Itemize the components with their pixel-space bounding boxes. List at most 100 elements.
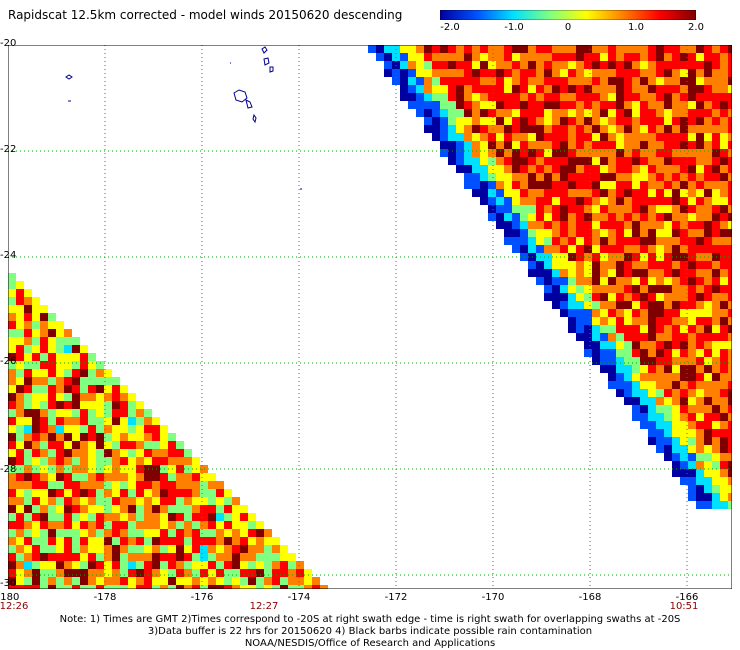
swath-cell	[448, 77, 456, 85]
swath-cell	[48, 441, 56, 449]
swath-cell	[568, 117, 576, 125]
swath-cell	[720, 125, 728, 133]
swath-cell	[72, 409, 80, 417]
swath-cell	[664, 445, 672, 453]
swath-cell	[560, 197, 568, 205]
swath-cell	[576, 69, 584, 77]
swath-cell	[728, 261, 732, 269]
swath-cell	[24, 297, 32, 305]
swath-cell	[640, 285, 648, 293]
swath-cell	[664, 349, 672, 357]
swath-cell	[96, 385, 104, 393]
lon-label: -174	[287, 592, 311, 603]
swath-cell	[520, 165, 528, 173]
swath-cell	[128, 457, 136, 465]
swath-cell	[80, 385, 88, 393]
swath-cell	[488, 125, 496, 133]
swath-cell	[72, 545, 80, 553]
swath-cell	[496, 213, 504, 221]
swath-cell	[704, 493, 712, 501]
swath-cell	[552, 205, 560, 213]
swath-cell	[640, 413, 648, 421]
swath-cell	[624, 109, 632, 117]
swath-cell	[624, 325, 632, 333]
swath-cell	[672, 309, 680, 317]
swath-cell	[640, 101, 648, 109]
swath-cell	[616, 45, 624, 53]
swath-cell	[592, 53, 600, 61]
swath-cell	[512, 165, 520, 173]
swath-cell	[176, 545, 184, 553]
swath-cell	[240, 545, 248, 553]
swath-cell	[584, 165, 592, 173]
swath-cell	[32, 401, 40, 409]
swath-cell	[728, 389, 732, 397]
swath-cell	[696, 149, 704, 157]
swath-cell	[48, 513, 56, 521]
swath-cell	[696, 69, 704, 77]
swath-cell	[432, 109, 440, 117]
swath-cell	[504, 157, 512, 165]
swath-cell	[8, 313, 16, 321]
swath-cell	[528, 165, 536, 173]
swath-cell	[464, 125, 472, 133]
swath-cell	[648, 285, 656, 293]
swath-cell	[528, 237, 536, 245]
swath-cell	[696, 365, 704, 373]
swath-cell	[136, 521, 144, 529]
swath-cell	[24, 329, 32, 337]
swath-cell	[168, 545, 176, 553]
swath-cell	[608, 317, 616, 325]
swath-cell	[416, 61, 424, 69]
swath-cell	[64, 409, 72, 417]
swath-cell	[680, 93, 688, 101]
swath-cell	[192, 545, 200, 553]
swath-cell	[512, 205, 520, 213]
swath-cell	[544, 93, 552, 101]
swath-cell	[568, 101, 576, 109]
swath-cell	[592, 229, 600, 237]
swath-cell	[704, 469, 712, 477]
swath-cell	[720, 501, 728, 509]
swath-cell	[640, 357, 648, 365]
swath-cell	[616, 221, 624, 229]
swath-cell	[64, 529, 72, 537]
swath-cell	[664, 301, 672, 309]
swath-cell	[560, 269, 568, 277]
swath-cell	[560, 245, 568, 253]
swath-cell	[80, 409, 88, 417]
swath-cell	[632, 93, 640, 101]
wind-difference-map	[8, 45, 732, 589]
swath-cell	[568, 205, 576, 213]
swath-cell	[712, 245, 720, 253]
swath-cell	[616, 61, 624, 69]
swath-cell	[608, 221, 616, 229]
swath-cell	[712, 85, 720, 93]
swath-cell	[88, 433, 96, 441]
swath-cell	[640, 165, 648, 173]
swath-cell	[704, 477, 712, 485]
swath-cell	[56, 513, 64, 521]
swath-cell	[728, 125, 732, 133]
swath-cell	[632, 261, 640, 269]
swath-cell	[728, 461, 732, 469]
swath-cell	[592, 45, 600, 53]
swath-cell	[608, 173, 616, 181]
swath-cell	[696, 421, 704, 429]
swath-cell	[56, 441, 64, 449]
swath-cell	[208, 577, 216, 585]
swath-cell	[696, 205, 704, 213]
swath-cell	[64, 329, 72, 337]
swath-cell	[608, 93, 616, 101]
colorbar-rect	[440, 10, 696, 20]
swath-cell	[168, 457, 176, 465]
swath-cell	[600, 213, 608, 221]
swath-cell	[56, 473, 64, 481]
swath-cell	[152, 529, 160, 537]
swath-cell	[664, 325, 672, 333]
swath-cell	[640, 317, 648, 325]
swath-cell	[8, 297, 16, 305]
swath-cell	[264, 537, 272, 545]
swath-cell	[472, 93, 480, 101]
swath-cell	[696, 317, 704, 325]
